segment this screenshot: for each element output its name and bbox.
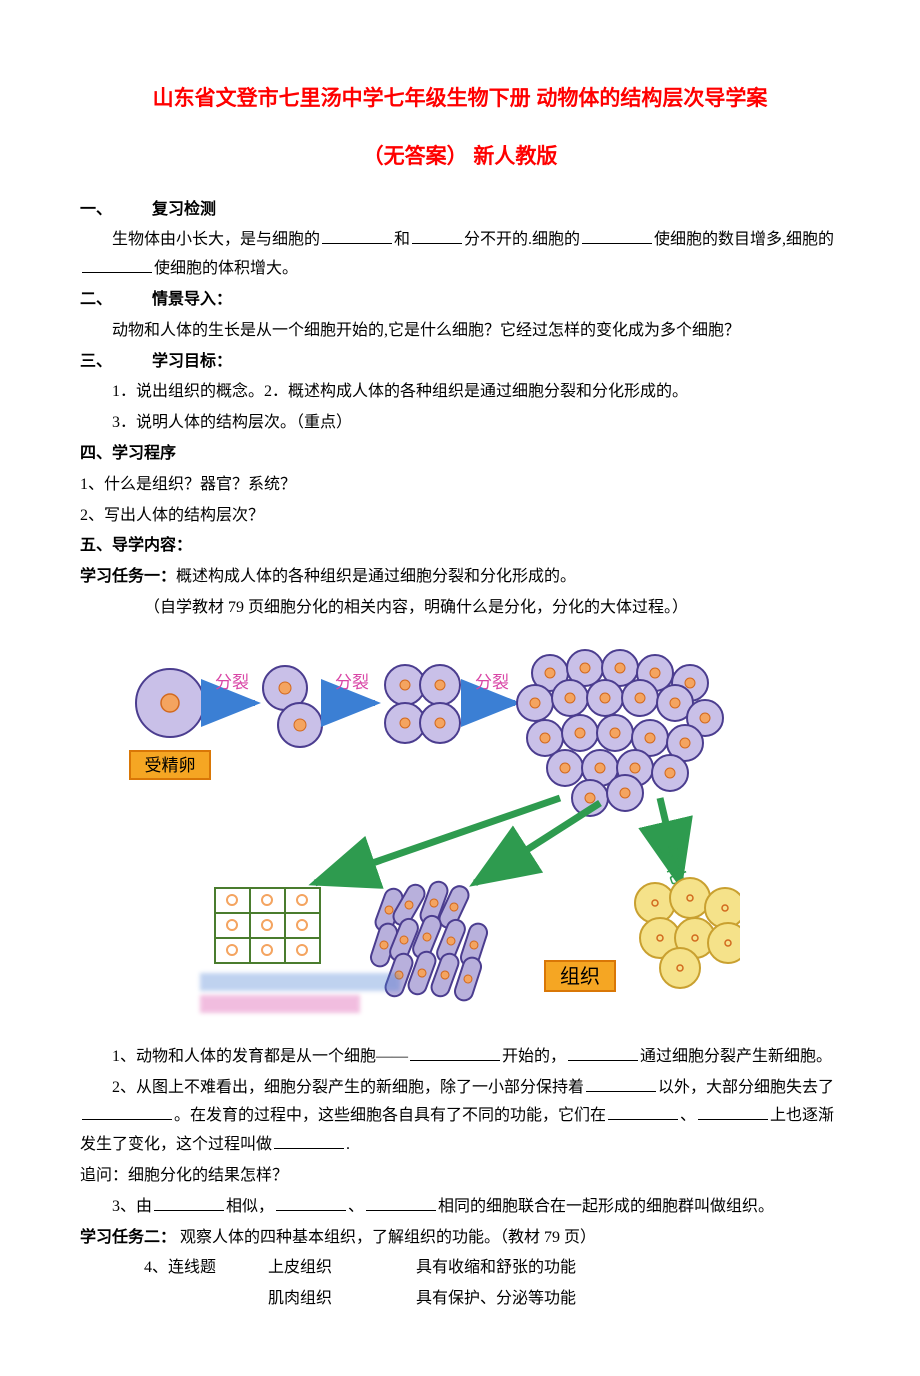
q2-c: 。在发育的过程中，这些细胞各自具有了 <box>174 1107 462 1124</box>
label-fertilized-egg: 受精卵 <box>145 756 196 775</box>
section-4: 四、学习程序 <box>80 440 840 469</box>
review-text: 生物体由小长大，是与细胞的 和 分不开的.细胞的 使细胞的数目增多,细胞的使细胞的体积… <box>80 226 840 284</box>
task1-sub: （自学教材 79 页细胞分化的相关内容，明确什么是分化，分化的大体过程。） <box>80 594 840 623</box>
task-1: 学习任务一：概述构成人体的各种组织是通过细胞分裂和分化形成的。 <box>80 563 840 592</box>
cell-diagram: 受精卵 分裂 分裂 分裂 分化 <box>80 633 840 1033</box>
followup: 追问：细胞分化的结果怎样？ <box>80 1162 840 1191</box>
match-a2: 肌肉组织 <box>268 1285 368 1314</box>
q3-d: 相同的细胞联合在一起形成的细胞群叫做组织。 <box>438 1198 774 1215</box>
sec2-label: 情景导入： <box>152 291 232 308</box>
task2-text: 观察人体的四种基本组织，了解组织的功能。（教材 79 页） <box>176 1229 596 1246</box>
q2-a: 2、从图上不难看出，细胞分裂产生的新细胞，除了一小部分保持着 <box>112 1079 584 1096</box>
sec3-label: 学习目标： <box>152 353 232 370</box>
prog-2: 2、写出人体的结构层次？ <box>80 502 840 531</box>
q2-g: . <box>346 1136 350 1153</box>
rev-c: 分不开的.细胞的 <box>464 231 580 248</box>
label-fenlie-2: 分裂 <box>335 673 369 692</box>
diagram-svg: 受精卵 分裂 分裂 分裂 分化 <box>100 643 740 1023</box>
rev-b: 和 <box>394 231 410 248</box>
section-2: 二、 情景导入： <box>80 286 840 315</box>
task1-label: 学习任务一： <box>80 568 176 585</box>
q3-a: 3、由 <box>112 1198 152 1215</box>
match-b1: 具有收缩和舒张的功能 <box>416 1259 576 1276</box>
title-line-2: （无答案） 新人教版 <box>80 138 840 176</box>
stage-2 <box>263 666 322 747</box>
rev-e: 使细胞的体积增大。 <box>154 260 298 277</box>
task1-text: 概述构成人体的各种组织是通过细胞分裂和分化形成的。 <box>176 568 576 585</box>
task2-label: 学习任务二： <box>80 1229 176 1246</box>
intro-text: 动物和人体的生长是从一个细胞开始的,它是什么细胞？它经过怎样的变化成为多个细胞？ <box>80 317 840 346</box>
sec2-num: 二、 <box>80 291 112 308</box>
goal-1: 1．说出组织的概念。2．概述构成人体的各种组织是通过细胞分裂和分化形成的。 <box>80 378 840 407</box>
sec3-num: 三、 <box>80 353 112 370</box>
label-fenlie-3: 分裂 <box>475 673 509 692</box>
tissue-grid <box>215 888 320 963</box>
title-line-1: 山东省文登市七里汤中学七年级生物下册 动物体的结构层次导学案 <box>80 80 840 118</box>
q3-c: 、 <box>348 1198 364 1215</box>
q2-b: 以外，大部分细胞失去了 <box>658 1079 834 1096</box>
q2-e: 、 <box>680 1107 696 1124</box>
tissue-yellow <box>635 878 740 988</box>
q1-b: 开始的， <box>502 1048 566 1065</box>
q3: 3、由 相似， 、 相同的细胞联合在一起形成的细胞群叫做组织。 <box>80 1193 840 1222</box>
rev-d: 使细胞的数目增多,细胞的 <box>654 231 834 248</box>
q2: 2、从图上不难看出，细胞分裂产生的新细胞，除了一小部分保持着 以外，大部分细胞失去… <box>80 1074 840 1160</box>
section-3: 三、 学习目标： <box>80 348 840 377</box>
rev-a: 生物体由小长大，是与细胞的 <box>112 231 320 248</box>
task-2: 学习任务二： 观察人体的四种基本组织，了解组织的功能。（教材 79 页） <box>80 1224 840 1253</box>
section-5: 五、导学内容： <box>80 532 840 561</box>
stage-cluster <box>517 650 723 816</box>
sec5-label: 导学内容： <box>112 537 192 554</box>
q1: 1、动物和人体的发育都是从一个细胞—— 开始的， 通过细胞分裂产生新细胞。 <box>80 1043 840 1072</box>
stage-3 <box>385 665 460 743</box>
match-b2: 具有保护、分泌等功能 <box>416 1290 576 1307</box>
section-1: 一、 复习检测 <box>80 196 840 225</box>
sec4-label: 学习程序 <box>112 445 176 462</box>
sec1-label: 复习检测 <box>152 201 216 218</box>
label-fenlie-1: 分裂 <box>215 673 249 692</box>
sec4-num: 四、 <box>80 445 112 462</box>
q1-c: 通过细胞分裂产生新细胞。 <box>640 1048 832 1065</box>
sec1-num: 一、 <box>80 201 112 218</box>
q1-a: 1、动物和人体的发育都是从一个细胞—— <box>112 1048 408 1065</box>
q3-b: 相似， <box>226 1198 274 1215</box>
q4-label: 4、连线题 <box>144 1254 264 1283</box>
q2-d: 不同的功能，它们在 <box>462 1107 606 1124</box>
match-line-1: 4、连线题 上皮组织 具有收缩和舒张的功能 <box>80 1254 840 1283</box>
sec5-num: 五、 <box>80 537 112 554</box>
prog-1: 1、什么是组织？器官？系统？ <box>80 471 840 500</box>
label-zuzhi: 组织 <box>560 965 600 988</box>
match-line-2: 肌肉组织 具有保护、分泌等功能 <box>80 1285 840 1314</box>
match-a1: 上皮组织 <box>268 1254 368 1283</box>
goal-3: 3．说明人体的结构层次。（重点） <box>80 409 840 438</box>
